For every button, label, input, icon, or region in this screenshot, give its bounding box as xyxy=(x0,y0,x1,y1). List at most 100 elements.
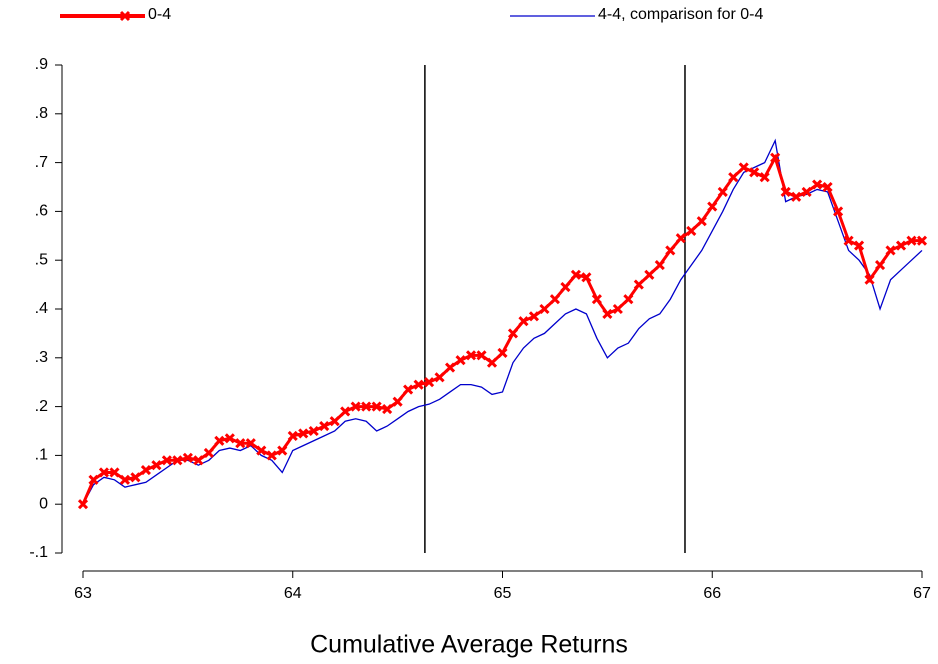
marker xyxy=(182,452,193,463)
y-tick-label: .8 xyxy=(35,105,48,122)
marker xyxy=(539,303,550,315)
marker xyxy=(203,447,214,459)
y-tick-label: 0 xyxy=(39,495,48,512)
marker xyxy=(812,179,823,190)
marker xyxy=(780,186,791,197)
marker xyxy=(214,435,225,446)
marker xyxy=(560,281,571,293)
y-tick-label: .4 xyxy=(35,300,48,317)
marker xyxy=(266,450,277,461)
marker xyxy=(644,269,655,280)
marker xyxy=(801,186,812,197)
marker xyxy=(287,430,298,441)
marker xyxy=(623,294,634,305)
x-tick-label: 66 xyxy=(703,585,721,602)
marker xyxy=(98,467,110,478)
marker xyxy=(382,403,393,415)
marker xyxy=(885,245,896,256)
marker xyxy=(602,308,613,319)
legend-label: 4-4, comparison for 0-4 xyxy=(598,6,764,23)
y-tick-label: .3 xyxy=(35,349,48,366)
marker xyxy=(224,433,235,444)
marker xyxy=(822,181,833,193)
marker xyxy=(172,455,183,466)
x-tick-label: 65 xyxy=(494,585,512,602)
y-tick-label: .9 xyxy=(35,56,48,73)
marker xyxy=(245,438,256,449)
y-tick-label: .5 xyxy=(35,251,48,268)
marker xyxy=(612,303,623,315)
marker xyxy=(665,245,676,256)
marker xyxy=(507,328,519,339)
marker xyxy=(455,355,466,366)
y-tick-label: .2 xyxy=(35,398,48,415)
marker xyxy=(119,474,131,485)
marker xyxy=(465,350,477,361)
marker xyxy=(717,186,728,197)
marker xyxy=(707,201,718,212)
marker xyxy=(151,460,162,471)
marker xyxy=(591,294,602,305)
marker xyxy=(749,167,760,178)
marker xyxy=(497,347,508,358)
marker xyxy=(140,464,151,476)
marker xyxy=(864,274,875,285)
marker xyxy=(633,279,644,290)
marker xyxy=(256,445,267,456)
marker xyxy=(403,384,414,395)
marker xyxy=(130,472,141,483)
y-tick-label: -.1 xyxy=(29,544,48,561)
marker xyxy=(308,425,319,437)
marker xyxy=(874,260,886,271)
marker xyxy=(434,372,445,383)
marker xyxy=(686,225,697,236)
marker xyxy=(361,401,372,412)
marker xyxy=(570,269,581,280)
x-tick-label: 64 xyxy=(284,585,302,602)
y-tick-label: .7 xyxy=(35,154,48,171)
marker xyxy=(759,172,770,183)
marker xyxy=(109,467,120,478)
marker xyxy=(476,350,487,361)
marker xyxy=(916,235,928,246)
marker xyxy=(424,377,435,388)
marker xyxy=(88,474,99,485)
y-tick-label: .1 xyxy=(35,447,48,464)
marker xyxy=(518,316,529,327)
x-tick-label: 63 xyxy=(74,585,92,602)
marker xyxy=(119,10,131,22)
marker xyxy=(654,260,665,271)
marker xyxy=(319,421,330,432)
marker xyxy=(696,216,707,227)
legend-label: 0-4 xyxy=(148,6,171,23)
marker xyxy=(486,357,498,368)
marker xyxy=(738,162,749,173)
marker xyxy=(770,152,781,163)
marker xyxy=(854,240,865,251)
marker xyxy=(791,191,802,202)
marker xyxy=(298,428,309,439)
marker xyxy=(340,406,351,417)
marker xyxy=(235,438,246,449)
marker xyxy=(161,455,172,466)
marker xyxy=(413,379,424,390)
marker xyxy=(350,401,361,412)
marker xyxy=(193,455,204,466)
marker xyxy=(392,396,403,407)
marker xyxy=(581,272,592,283)
marker xyxy=(528,311,540,322)
marker xyxy=(371,401,382,412)
x-tick-label: 67 xyxy=(913,585,931,602)
marker xyxy=(895,240,907,251)
marker xyxy=(675,233,686,244)
marker xyxy=(833,206,844,217)
marker xyxy=(445,362,456,373)
marker xyxy=(77,499,89,510)
y-tick-label: .6 xyxy=(35,203,48,220)
marker xyxy=(549,294,560,305)
x-axis-label: Cumulative Average Returns xyxy=(310,631,628,659)
marker xyxy=(728,172,739,183)
marker xyxy=(843,235,854,246)
marker xyxy=(277,445,288,456)
